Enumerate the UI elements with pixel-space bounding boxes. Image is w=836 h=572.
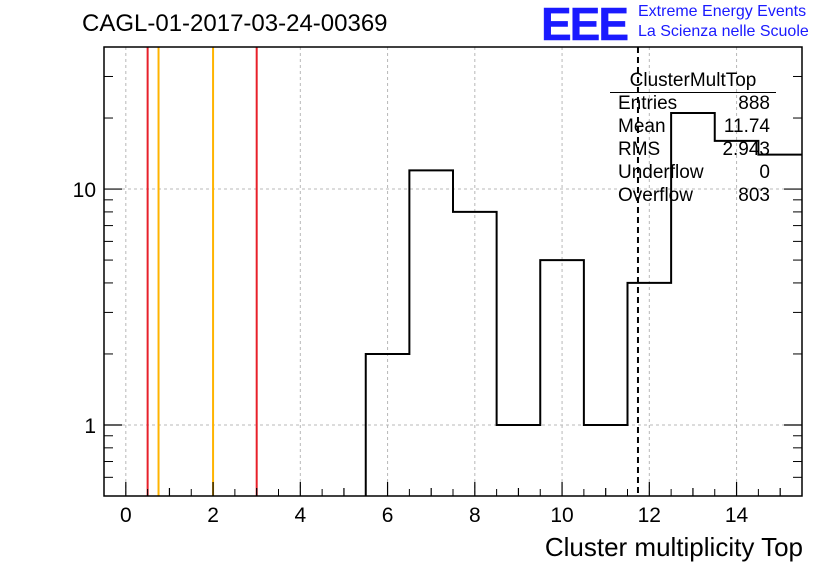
- stat-value: 11.74: [723, 116, 770, 137]
- x-tick-label: 12: [638, 504, 661, 527]
- stat-row-underflow: Underflow 0: [618, 161, 770, 184]
- x-tick-label: 2: [207, 504, 219, 527]
- stat-label: Mean: [618, 116, 666, 137]
- x-tick-label: 14: [725, 504, 749, 527]
- stat-row-rms: RMS 2.943: [618, 138, 770, 161]
- x-axis-label: Cluster multiplicity Top: [544, 532, 803, 562]
- logo-text: Extreme Energy Events La Scienza nelle S…: [638, 2, 809, 42]
- histogram-layer: [364, 112, 802, 496]
- reference-lines-layer: [146, 47, 639, 496]
- stat-label: Entries: [618, 93, 678, 114]
- stat-label: Overflow: [618, 185, 693, 206]
- histogram-bar: [584, 425, 628, 496]
- stat-row-entries: Entries 888: [618, 92, 770, 115]
- stat-label: Underflow: [618, 162, 704, 183]
- histogram-outline: [364, 112, 802, 496]
- ticks-layer: 0 2 4 6 8 10 12 14 1 10: [73, 46, 803, 527]
- y-tick-label: 10: [73, 179, 96, 202]
- y-tick-label: 1: [84, 415, 96, 438]
- x-tick-label: 6: [382, 504, 394, 527]
- stat-value: 803: [738, 185, 770, 206]
- x-tick-label: 8: [469, 504, 481, 527]
- stat-value: 0: [759, 162, 770, 183]
- stat-value: 2.943: [722, 139, 770, 160]
- x-tick-label: 10: [550, 504, 573, 527]
- stats-title: ClusterMultTop: [610, 70, 776, 93]
- eee-logo-letters: EEE: [541, 2, 627, 46]
- chart-title: CAGL-01-2017-03-24-00369: [82, 10, 388, 37]
- logo-line-1: Extreme Energy Events: [638, 3, 807, 20]
- stat-row-overflow: Overflow 803: [618, 184, 770, 207]
- stat-value: 888: [738, 93, 770, 114]
- histogram-bar: [497, 425, 541, 496]
- histogram-bar: [409, 170, 453, 496]
- stat-row-mean: Mean 11.74: [618, 115, 770, 138]
- eee-logo: EEE: [541, 2, 630, 46]
- x-tick-label: 4: [294, 504, 306, 527]
- logo-line-2: La Scienza nelle Scuole: [638, 23, 809, 40]
- x-tick-label: 0: [120, 504, 132, 527]
- stat-label: RMS: [618, 139, 661, 160]
